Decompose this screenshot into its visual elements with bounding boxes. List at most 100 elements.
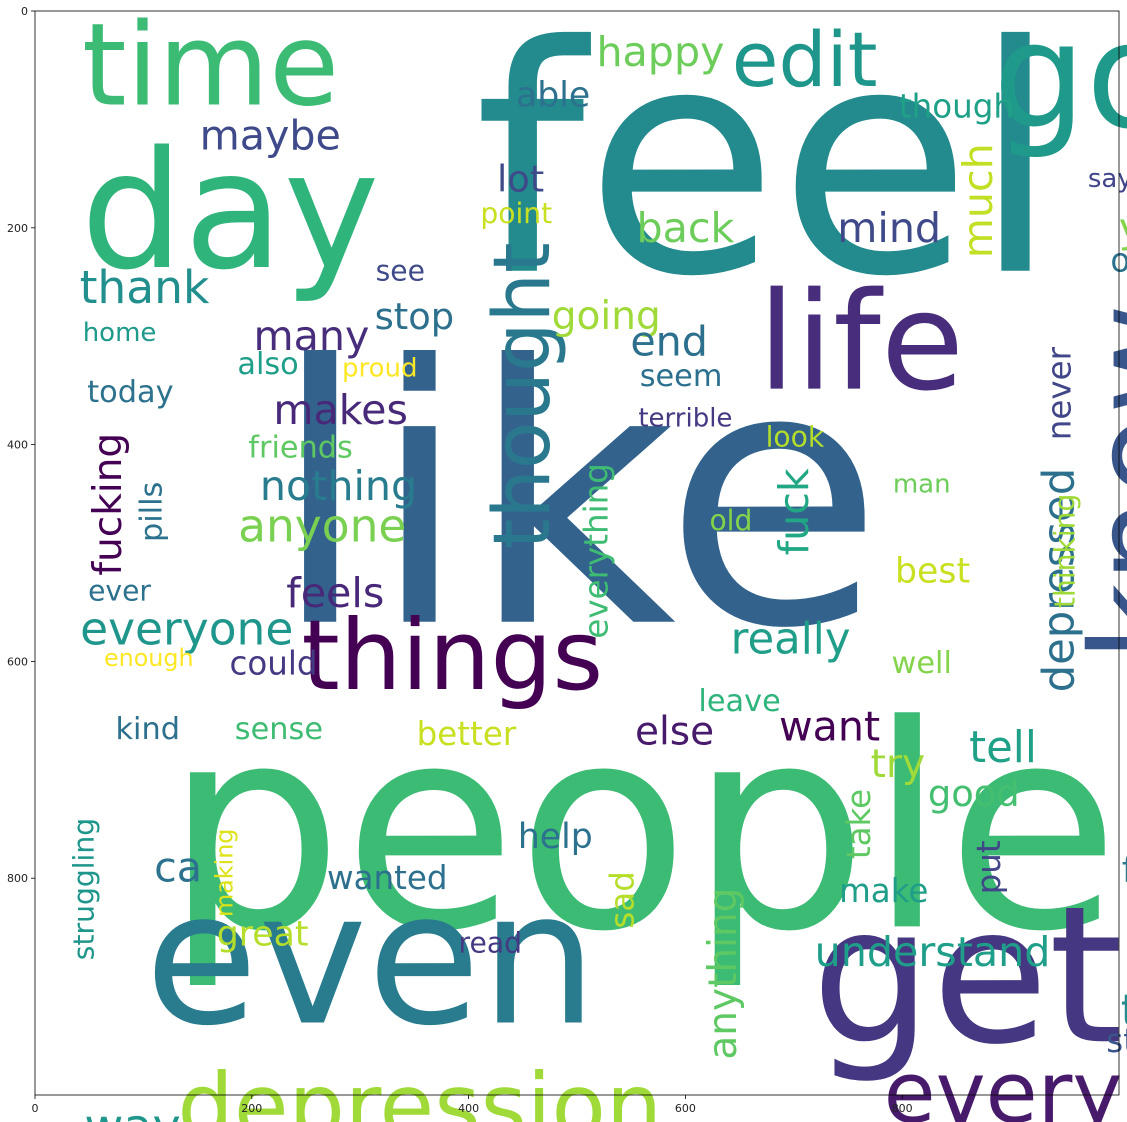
word-thinking: thinking: [1048, 494, 1081, 608]
word-point: point: [480, 197, 552, 230]
word-thought: thought: [478, 242, 568, 549]
word-help: help: [518, 817, 593, 857]
word-layer: likefeelpeopleevengetdaygolifetimeknowth…: [67, 0, 1127, 1122]
word-way: way: [84, 1100, 180, 1122]
word-lot: lot: [497, 158, 544, 201]
word-seem: seem: [640, 359, 723, 394]
word-end: end: [630, 318, 708, 366]
word-though: though: [899, 87, 1014, 125]
word-going: going: [552, 294, 661, 339]
word-leave: leave: [698, 684, 780, 719]
word-try: try: [871, 742, 925, 787]
word-like: like: [270, 291, 883, 707]
word-man: man: [893, 470, 951, 500]
word-sense: sense: [235, 712, 323, 747]
word-much: much: [954, 143, 1002, 258]
word-know: know: [1062, 304, 1127, 662]
word-making: making: [211, 829, 239, 917]
word-enough: enough: [104, 644, 194, 672]
word-nothing: nothing: [260, 462, 417, 510]
word-family: family: [1122, 848, 1127, 891]
word-every: every: [884, 1044, 1123, 1122]
word-back: back: [636, 204, 734, 252]
word-stop: stop: [375, 295, 455, 338]
word-things: things: [301, 599, 603, 713]
x-tick-label: 0: [32, 1102, 39, 1115]
word-makes: makes: [273, 386, 408, 434]
word-struggling: struggling: [67, 818, 100, 960]
word-people: people: [164, 665, 1119, 993]
axes-frame: [34, 10, 1120, 1096]
x-tick-label: 600: [675, 1102, 696, 1115]
word-take: take: [840, 789, 878, 859]
word-read: read: [459, 927, 522, 960]
word-really: really: [731, 615, 851, 665]
word-stay: stay: [1106, 1022, 1127, 1060]
word-everyone: everyone: [80, 602, 293, 655]
word-better: better: [417, 715, 517, 753]
y-tick-label: 400: [7, 439, 28, 452]
word-many: many: [253, 312, 369, 360]
word-best: best: [895, 551, 970, 591]
word-wanted: wanted: [327, 859, 448, 897]
word-old: old: [709, 504, 752, 537]
word-else: else: [635, 709, 714, 754]
word-see: see: [376, 255, 425, 288]
y-tick-label: 200: [7, 222, 28, 235]
word-thank: thank: [80, 261, 210, 314]
tick-layer: 0 200 400 600 800 0 200 400 600 800: [7, 5, 913, 1115]
word-well: well: [892, 646, 952, 681]
word-even: even: [145, 853, 598, 1067]
word-go: go: [993, 0, 1127, 162]
word-sad: sad: [604, 871, 642, 929]
word-maybe: maybe: [200, 112, 341, 160]
word-friends: friends: [248, 430, 353, 465]
y-tick-label: 600: [7, 655, 28, 668]
word-pills: pills: [135, 482, 170, 542]
word-good: good: [928, 772, 1020, 815]
word-anyone: anyone: [238, 499, 406, 552]
word-proud: proud: [342, 354, 418, 384]
word-happy: happy: [596, 28, 724, 76]
word-could: could: [229, 645, 317, 683]
word-make: make: [839, 872, 928, 910]
word-understand: understand: [815, 928, 1051, 976]
word-depressed: depressed: [1034, 468, 1084, 693]
word-everything: everything: [578, 463, 616, 639]
word-never: never: [1040, 346, 1078, 440]
word-today: today: [87, 375, 173, 410]
word-day: day: [81, 117, 380, 306]
word-depression: depression: [177, 1054, 662, 1122]
word-think: think: [1121, 987, 1127, 1037]
word-ever: ever: [88, 574, 151, 607]
x-tick-label: 200: [241, 1102, 262, 1115]
word-terrible: terrible: [638, 404, 732, 434]
word-ca: ca: [154, 843, 202, 891]
word-want: want: [779, 702, 880, 750]
word-time: time: [82, 0, 339, 132]
word-say: say: [1088, 164, 1127, 194]
y-tick-label: 800: [7, 872, 28, 885]
word-fuck: fuck: [770, 468, 818, 555]
word-tell: tell: [969, 723, 1037, 773]
x-tick-label: 400: [458, 1102, 479, 1115]
word-feels: feels: [286, 569, 384, 617]
word-great: great: [217, 915, 309, 955]
word-years: years: [1119, 204, 1127, 252]
word-get: get: [811, 865, 1122, 1086]
word-anything: anything: [701, 888, 746, 1060]
word-life: life: [758, 263, 964, 421]
word-kind: kind: [115, 712, 180, 747]
word-put: put: [970, 840, 1008, 894]
word-feel: feel: [474, 0, 1059, 346]
word-able: able: [516, 76, 590, 116]
x-tick-label: 800: [892, 1102, 913, 1115]
word-also: also: [237, 347, 298, 382]
word-home: home: [83, 318, 157, 348]
word-edit: edit: [732, 16, 878, 104]
word-mind: mind: [837, 204, 941, 252]
word-fucking: fucking: [86, 433, 131, 576]
word-look: look: [766, 421, 825, 454]
